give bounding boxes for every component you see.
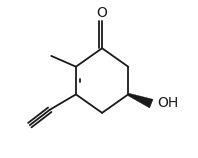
- Text: OH: OH: [157, 96, 179, 110]
- Text: O: O: [97, 6, 108, 20]
- Polygon shape: [128, 93, 153, 108]
